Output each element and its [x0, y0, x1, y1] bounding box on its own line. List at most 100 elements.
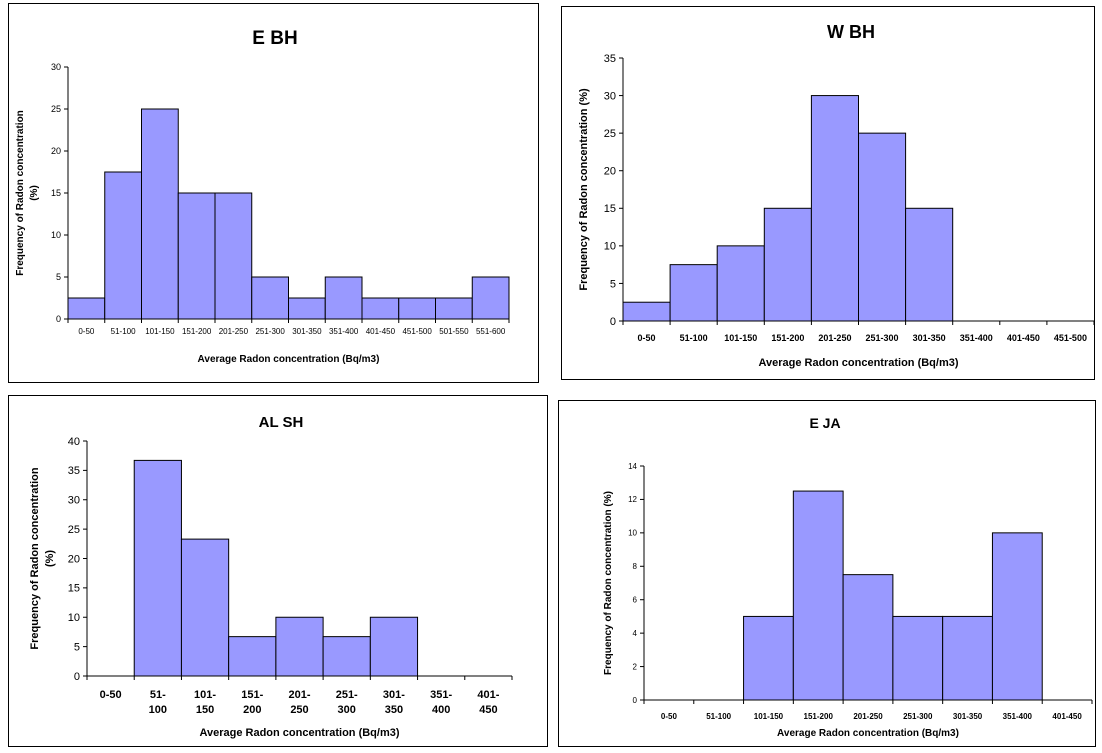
bar-551-600: [471, 276, 510, 320]
y-tick-label: 10: [604, 241, 616, 253]
bar-0-50: [67, 297, 106, 320]
bar-251-300: [251, 276, 289, 320]
x-tick-label: 0-50: [100, 689, 122, 701]
y-tick-label: 30: [68, 495, 80, 507]
x-tick-label: 451-500: [1054, 333, 1087, 343]
bar-301-350: [942, 615, 993, 701]
x-tick-label: 51-100: [149, 689, 167, 716]
x-tick-label: 51-100: [680, 333, 708, 343]
x-tick-label: 151-200: [771, 333, 804, 343]
y-tick-label: 15: [51, 188, 61, 198]
bar-101-150: [743, 615, 794, 701]
y-tick-label: 4: [633, 629, 638, 638]
bar-51-100: [669, 264, 718, 322]
bar-301-350: [288, 297, 326, 320]
y-axis-label: Frequency of Radon concentration (%): [603, 491, 614, 675]
chart-title: AL SH: [259, 414, 304, 431]
y-tick-label: 25: [604, 128, 616, 140]
x-tick-label: 251-300: [255, 327, 285, 336]
y-tick-label: 6: [633, 596, 638, 605]
y-tick-label: 25: [68, 524, 80, 536]
x-tick-label: 351-400: [329, 327, 359, 336]
bar-151-200: [177, 192, 216, 320]
bar-101-150: [716, 245, 765, 322]
y-tick-label: 25: [51, 104, 61, 114]
y-tick-label: 5: [74, 641, 80, 653]
chart-title: W BH: [827, 22, 875, 42]
x-tick-label: 201-250: [219, 327, 249, 336]
x-tick-label: 351-400: [960, 333, 993, 343]
y-tick-label: 30: [51, 62, 61, 72]
bar-251-300: [858, 132, 907, 322]
chart-title: E JA: [809, 415, 840, 431]
x-tick-label: 251-300: [903, 712, 933, 721]
x-tick-label: 201-250: [853, 712, 883, 721]
chart-w-bh: W BH 0 5 10 15 20 25 30 35 0-50 51-100 101-150 151-2…: [578, 22, 1095, 369]
bar-151-200: [763, 207, 812, 322]
y-tick-label: 0: [610, 316, 616, 328]
x-tick-label: 101-150: [724, 333, 757, 343]
bar-51-100: [133, 459, 182, 677]
x-tick-label: 201-250: [818, 333, 851, 343]
x-tick-label: 201-250: [288, 689, 310, 716]
chart-panel-e-bh: E BH 0 5 10 15 20 25 30 0-50 51-100 101-150 151-200…: [8, 3, 539, 383]
chart-panel-al-sh: AL SH 0 5 10 15 20 25 30 35 40 0-50 51-100 101-150 15…: [8, 395, 548, 747]
y-tick-label: 10: [628, 529, 637, 538]
bar-51-100: [104, 171, 142, 320]
x-axis-label: Average Radon concentration (Bq/m3): [199, 727, 399, 739]
x-tick-label: 401-450: [1052, 712, 1082, 721]
bar-201-250: [842, 574, 894, 701]
bar-301-350: [369, 616, 419, 677]
y-tick-label: 10: [51, 230, 61, 240]
y-axis-label: Frequency of Radon concentration (%): [578, 88, 590, 291]
y-tick-label: 2: [633, 662, 638, 671]
bar-351-400: [324, 276, 363, 320]
x-axis-label: Average Radon concentration (Bq/m3): [198, 354, 380, 365]
y-tick-label: 5: [610, 278, 616, 290]
chart-panel-e-ja: E JA 0 2 4 6 8 10 12 14 0-50 51-100 101-150 151-200 2…: [558, 400, 1096, 747]
x-tick-label: 101-150: [754, 712, 784, 721]
bar-251-300: [892, 615, 944, 701]
x-tick-label: 451-500: [402, 327, 432, 336]
x-tick-label: 351-400: [430, 689, 452, 716]
bar-301-350: [905, 207, 954, 322]
bar-501-550: [435, 297, 473, 320]
y-tick-label: 0: [56, 314, 61, 324]
y-tick-label: 10: [68, 612, 80, 624]
bar-101-150: [180, 538, 230, 677]
y-tick-label: 30: [604, 90, 616, 102]
x-tick-label: 301-350: [292, 327, 322, 336]
x-axis-label: Average Radon concentration (Bq/m3): [758, 357, 958, 369]
y-tick-label: 12: [628, 495, 637, 504]
y-tick-label: 0: [633, 696, 638, 705]
x-tick-label: 401-450: [366, 327, 396, 336]
x-tick-label: 51-100: [706, 712, 731, 721]
bar-151-200: [228, 636, 277, 677]
x-tick-label: 101-150: [145, 327, 175, 336]
y-tick-label: 0: [74, 671, 80, 683]
y-axis-label: Frequency of Radon concentration (%): [29, 467, 56, 649]
bar-101-150: [141, 108, 179, 320]
y-tick-label: 35: [68, 465, 80, 477]
x-tick-label: 401-450: [477, 689, 499, 716]
chart-al-sh: AL SH 0 5 10 15 20 25 30 35 40 0-50 51-100 101-150 15…: [29, 414, 513, 739]
x-tick-label: 251-300: [866, 333, 899, 343]
bar-201-250: [810, 95, 859, 322]
x-tick-label: 51-100: [111, 327, 136, 336]
chart-panel-w-bh: W BH 0 5 10 15 20 25 30 35 0-50 51-100 101-150 151-2…: [561, 6, 1095, 380]
y-tick-label: 20: [51, 146, 61, 156]
x-tick-label: 301-350: [383, 689, 405, 716]
x-tick-label: 0-50: [78, 327, 95, 336]
bar-401-450: [361, 297, 400, 320]
y-tick-label: 8: [633, 562, 638, 571]
bar-201-250: [214, 192, 253, 320]
x-tick-label: 151-200: [241, 689, 263, 716]
bar-151-200: [792, 490, 844, 701]
x-tick-label: 0-50: [638, 333, 656, 343]
x-tick-label: 151-200: [182, 327, 212, 336]
x-tick-label: 301-350: [953, 712, 983, 721]
chart-e-ja: E JA 0 2 4 6 8 10 12 14 0-50 51-100 101-150 151-200 2…: [603, 415, 1093, 739]
y-tick-label: 35: [604, 53, 616, 65]
bar-251-300: [322, 636, 371, 677]
x-tick-label: 351-400: [1003, 712, 1033, 721]
